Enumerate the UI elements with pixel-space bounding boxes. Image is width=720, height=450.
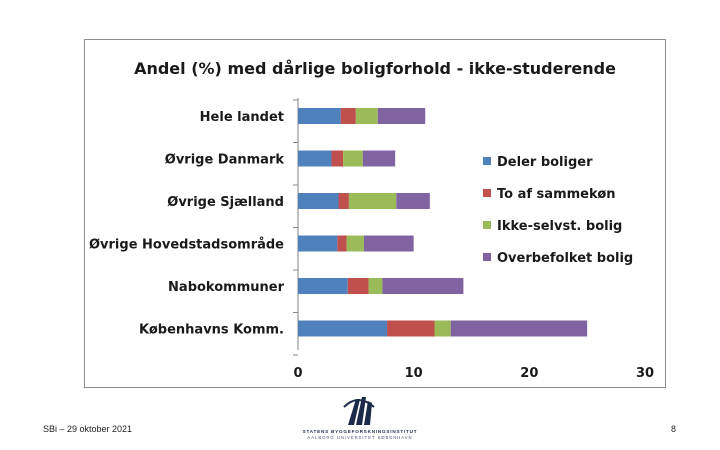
category-label: Nabokommuner bbox=[168, 280, 285, 295]
legend-swatch-4 bbox=[483, 253, 491, 261]
bar-segment-4 bbox=[450, 320, 588, 337]
bar-segment-1 bbox=[298, 108, 341, 124]
chart-svg: Andel (%) med dårlige boligforhold - ikk… bbox=[89, 59, 654, 381]
legend-label: Deler boliger bbox=[497, 155, 593, 170]
legend-swatch-3 bbox=[483, 221, 491, 229]
category-label: Hele landet bbox=[200, 110, 284, 125]
bar-segment-2 bbox=[387, 320, 435, 337]
bar-segment-1 bbox=[298, 193, 339, 209]
bar-segment-1 bbox=[298, 235, 338, 252]
bar-segment-3 bbox=[368, 278, 383, 294]
chart-title: Andel (%) med dårlige boligforhold - ikk… bbox=[134, 59, 616, 78]
bar-segment-3 bbox=[346, 235, 364, 252]
x-tick-label: 10 bbox=[405, 366, 423, 381]
bar-segment-2 bbox=[340, 108, 356, 124]
bar-segment-1 bbox=[298, 320, 388, 337]
bar-segment-2 bbox=[337, 235, 347, 252]
page-number: 8 bbox=[671, 424, 677, 434]
bar-segment-3 bbox=[348, 193, 397, 209]
bar-segment-2 bbox=[338, 193, 349, 209]
bar-segment-1 bbox=[298, 278, 348, 294]
legend-label: To af sammekøn bbox=[497, 187, 616, 202]
category-label: Øvrige Sjælland bbox=[167, 195, 284, 210]
legend-swatch-2 bbox=[483, 189, 491, 197]
footer-date: SBi – 29 oktober 2021 bbox=[43, 424, 133, 434]
bar-segment-4 bbox=[362, 150, 396, 167]
bar-segment-3 bbox=[434, 320, 451, 337]
category-label: Øvrige Hovedstadsområde bbox=[89, 238, 284, 253]
logo-emblem-icon bbox=[343, 397, 375, 425]
bar-segment-4 bbox=[363, 235, 414, 252]
bar-segment-4 bbox=[377, 108, 426, 124]
institute-logo: STATENS BYGGEFORSKNINGSINSTITUT AALBORG … bbox=[298, 393, 422, 445]
logo-line1: STATENS BYGGEFORSKNINGSINSTITUT bbox=[302, 429, 418, 434]
x-tick-label: 20 bbox=[520, 366, 538, 381]
bar-segment-1 bbox=[298, 150, 332, 167]
legend-label: Ikke-selvst. bolig bbox=[497, 219, 622, 234]
bar-segment-2 bbox=[331, 150, 344, 167]
x-tick-label: 30 bbox=[636, 366, 654, 381]
legend-label: Overbefolket bolig bbox=[497, 251, 633, 266]
bar-segment-4 bbox=[396, 193, 430, 209]
category-label: Øvrige Danmark bbox=[165, 153, 285, 168]
legend-swatch-1 bbox=[483, 157, 491, 165]
bar-segment-3 bbox=[355, 108, 378, 124]
bar-segment-2 bbox=[347, 278, 369, 294]
chart-frame: Andel (%) med dårlige boligforhold - ikk… bbox=[84, 39, 666, 388]
x-tick-label: 0 bbox=[293, 366, 302, 381]
category-label: Københavns Komm. bbox=[139, 323, 284, 338]
logo-line2: AALBORG UNIVERSITET KØBENHAVN bbox=[307, 435, 413, 440]
bar-segment-4 bbox=[382, 278, 464, 294]
bar-segment-3 bbox=[343, 150, 363, 167]
